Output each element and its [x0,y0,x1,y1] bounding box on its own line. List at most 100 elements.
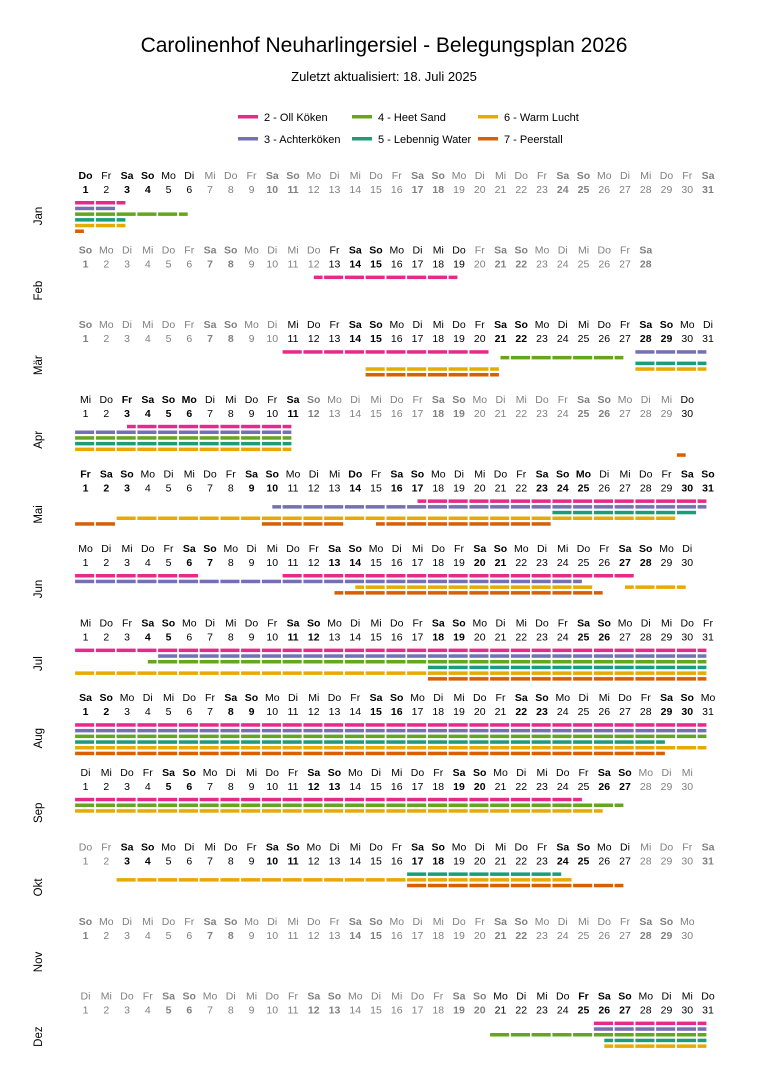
weekday-label: Mo [493,991,508,1003]
day-number: 18 [432,855,444,867]
booking-bar [158,574,178,578]
weekday-label: So [286,170,299,182]
weekday-label: Sa [577,394,590,406]
day-number: 21 [495,482,507,494]
weekday-label: Mi [682,991,693,1003]
booking-bar [614,746,634,750]
booking-bar [75,746,95,750]
booking-bar [241,447,261,452]
booking-bar [697,361,707,366]
booking-bar [75,671,95,675]
booking-bar [178,430,198,434]
booking-bar [573,723,593,727]
booking-bar [178,654,198,658]
weekday-label: So [79,245,92,257]
booking-bar [448,660,468,664]
weekday-label: Mi [184,468,195,480]
booking-bar [676,1038,696,1043]
day-number: 31 [702,1005,714,1017]
day-number: 27 [619,482,631,494]
booking-bar [469,660,489,664]
weekday-label: So [515,245,528,257]
booking-bar [593,591,603,595]
weekday-label: Fr [267,618,277,630]
booking-bar [220,797,240,802]
weekday-label: So [618,991,631,1003]
booking-bar [593,654,613,658]
day-number: 28 [640,184,652,196]
day-number: 2 [103,408,109,420]
booking-bar [407,516,427,520]
booking-bar [407,648,427,653]
booking-bar [531,740,551,744]
booking-bar [407,883,427,888]
booking-bar [324,574,344,578]
day-number: 17 [412,632,424,644]
weekday-label: So [328,767,341,779]
booking-bar [199,654,219,658]
booking-bar [282,740,302,744]
weekday-label: Di [620,170,630,182]
weekday-label: Mo [244,916,259,928]
booking-bar [95,212,115,216]
booking-bar [656,505,676,509]
weekday-label: Fr [620,319,630,331]
weekday-label: Fr [330,319,340,331]
weekday-label: So [183,767,196,779]
booking-bar [344,579,364,584]
booking-bar [365,660,385,664]
day-number: 17 [412,259,424,271]
day-number: 21 [495,632,507,644]
weekday-label: Mo [327,618,342,630]
booking-bar [635,648,655,653]
day-number: 14 [349,557,361,569]
weekday-label: Mi [80,394,91,406]
day-number: 10 [266,855,278,867]
booking-bar [573,728,593,733]
booking-bar [199,746,219,750]
booking-bar [386,878,406,882]
booking-bar [469,740,489,744]
booking-bar [178,723,198,727]
booking-bar [158,803,178,807]
booking-bar [199,751,219,756]
booking-bar [261,723,281,727]
booking-bar [178,809,198,813]
day-number: 29 [661,781,673,793]
booking-bar [386,505,406,509]
booking-bar [407,809,427,813]
booking-bar [635,1033,655,1037]
booking-bar [593,505,613,509]
booking-bar [510,803,530,807]
booking-bar [303,579,323,584]
booking-bar [344,660,364,664]
day-number: 4 [145,781,151,793]
day-number: 26 [598,706,610,718]
booking-bar [448,579,468,584]
booking-bar [261,516,281,520]
booking-bar [676,648,696,653]
month-label: Mai [33,505,45,524]
booking-bar [407,350,427,354]
day-number: 15 [370,482,382,494]
booking-bar [261,579,281,584]
booking-bar [552,734,572,739]
day-number: 31 [702,482,714,494]
booking-bar [95,648,115,653]
booking-bar [303,723,323,727]
day-number: 28 [640,781,652,793]
booking-bar [365,878,385,882]
booking-bar [614,740,634,744]
weekday-label: Mi [121,543,132,555]
booking-bar [490,367,499,371]
weekday-label: Mi [453,692,464,704]
month-label: Sep [33,803,45,823]
booking-bar [95,740,115,744]
booking-bar [635,585,655,589]
booking-bar [614,665,634,670]
booking-bar [697,1044,707,1048]
day-number: 20 [474,557,486,569]
weekday-label: Di [226,991,236,1003]
booking-bar [282,797,302,802]
booking-bar [448,505,468,509]
